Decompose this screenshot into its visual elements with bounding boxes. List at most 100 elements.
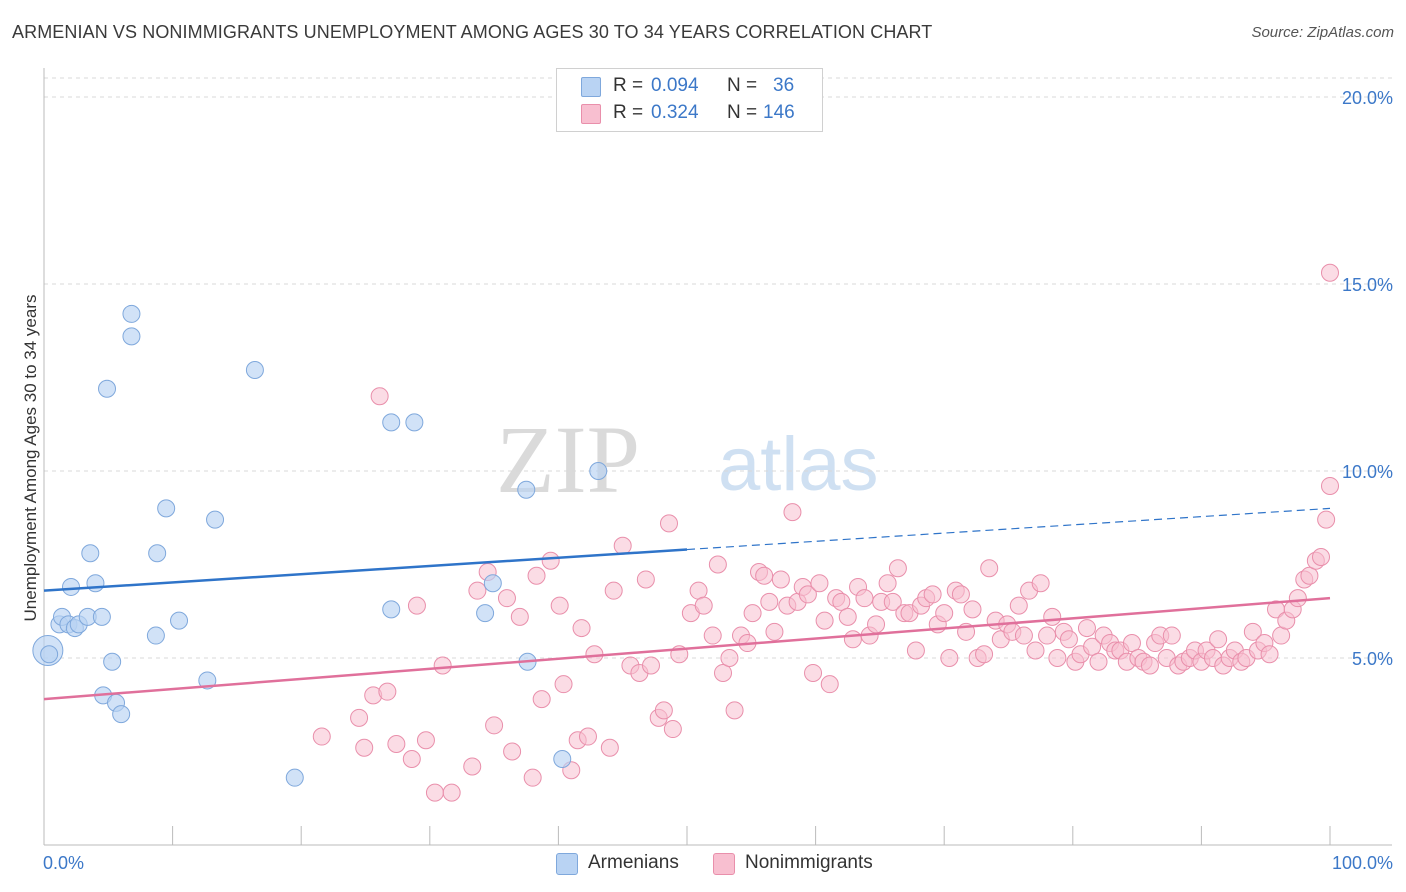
chart-title: ARMENIAN VS NONIMMIGRANTS UNEMPLOYMENT A…	[12, 22, 933, 42]
nonimmigrants-point	[798, 585, 817, 604]
nonimmigrants-point	[1089, 652, 1108, 671]
nonimmigrants-point	[527, 566, 546, 585]
armenians-point	[98, 379, 117, 398]
nonimmigrants-point	[497, 589, 516, 608]
y-tick-label: 5.0%	[1352, 649, 1393, 669]
trend-lines	[43, 507, 1331, 701]
nonimmigrants-point	[1260, 645, 1279, 664]
y-tick-label: 20.0%	[1342, 88, 1393, 108]
armenians-point	[245, 361, 264, 380]
nonimmigrants-point	[703, 626, 722, 645]
nonimmigrants-point	[1083, 637, 1102, 656]
watermark-atlas: atlas	[718, 422, 879, 507]
nonimmigrants-point	[689, 581, 708, 600]
nonimmigrants-point	[923, 585, 942, 604]
legend-r-value: 0.324	[651, 102, 699, 123]
nonimmigrants-point	[743, 604, 762, 623]
nonimmigrants-point	[1122, 634, 1141, 653]
nonimmigrants-point	[843, 630, 862, 649]
nonimmigrants-legend-swatch	[713, 853, 735, 875]
armenians-point	[103, 652, 122, 671]
nonimmigrants-point	[550, 596, 569, 615]
nonimmigrants-point	[407, 596, 426, 615]
nonimmigrants-point	[694, 596, 713, 615]
nonimmigrants-point	[1140, 656, 1159, 675]
armenians-legend-label: Armenians	[588, 852, 679, 873]
nonimmigrants-point	[755, 566, 774, 585]
nonimmigrants-point	[433, 656, 452, 675]
nonimmigrants-swatch	[581, 104, 601, 124]
armenians-point	[122, 327, 141, 346]
nonimmigrants-point	[1077, 619, 1096, 638]
nonimmigrants-point	[906, 641, 925, 660]
nonimmigrants-point	[355, 738, 374, 757]
armenians-point	[62, 577, 81, 596]
nonimmigrants-point	[720, 649, 739, 667]
nonimmigrants-point	[963, 600, 982, 619]
nonimmigrants-point	[416, 731, 435, 750]
armenians-point	[483, 574, 502, 593]
legend-n-value: 36	[773, 75, 795, 96]
nonimmigrants-point	[442, 783, 461, 802]
nonimmigrants-point	[1272, 626, 1291, 645]
nonimmigrants-point	[402, 749, 421, 768]
nonimmigrants-point	[613, 536, 632, 555]
armenians-trend-line	[43, 548, 688, 592]
legend-r-value: 0.094	[651, 75, 699, 96]
nonimmigrants-point	[1243, 622, 1262, 641]
armenians-point	[81, 544, 100, 563]
nonimmigrants-point	[725, 701, 744, 720]
nonimmigrants-point	[572, 619, 591, 638]
nonimmigrants-point	[855, 589, 874, 608]
armenians-point	[92, 607, 111, 626]
nonimmigrants-point	[714, 663, 733, 682]
nonimmigrants-point	[1043, 607, 1062, 626]
armenians-point	[170, 611, 189, 630]
nonimmigrants-point	[378, 682, 397, 701]
nonimmigrants-point	[883, 592, 902, 611]
nonimmigrants-point	[1009, 596, 1028, 615]
armenians-point	[157, 499, 176, 518]
nonimmigrants-point	[654, 701, 673, 720]
armenians-point	[285, 768, 304, 787]
y-tick-label: 15.0%	[1342, 275, 1393, 295]
x-tick-label: 0.0%	[43, 853, 84, 873]
nonimmigrants-point	[975, 645, 994, 664]
nonimmigrants-point	[503, 742, 522, 761]
nonimmigrants-point	[1014, 626, 1033, 645]
y-tick-label: 10.0%	[1342, 462, 1393, 482]
nonimmigrants-point	[708, 555, 727, 574]
legend-r-label: R =	[613, 102, 644, 123]
nonimmigrants-point	[485, 716, 504, 735]
nonimmigrants-point	[510, 607, 529, 626]
nonimmigrants-point	[980, 559, 999, 578]
nonimmigrants-point	[541, 551, 560, 570]
armenians-point	[589, 462, 608, 480]
nonimmigrants-point	[810, 574, 829, 593]
nonimmigrants-point	[604, 581, 623, 600]
nonimmigrants-point	[636, 570, 655, 589]
nonimmigrants-point	[1288, 589, 1307, 608]
nonimmigrants-point	[468, 581, 487, 600]
nonimmigrants-point	[771, 570, 790, 589]
nonimmigrants-point	[783, 503, 802, 522]
armenians-point	[40, 645, 59, 664]
x-tick-label: 100.0%	[1332, 853, 1393, 873]
watermark-zip: ZIP	[496, 406, 640, 513]
nonimmigrants-point	[425, 783, 444, 802]
nonimmigrants-point	[878, 574, 897, 593]
nonimmigrants-point	[312, 727, 331, 746]
armenians-point	[553, 749, 572, 768]
nonimmigrants-points	[312, 263, 1339, 802]
correlation-legend: R = 0.094 N = 36 R = 0.324 N = 146	[556, 68, 823, 132]
armenians-point	[476, 604, 495, 623]
armenians-points	[32, 304, 608, 787]
nonimmigrants-point	[387, 735, 406, 754]
nonimmigrants-point	[1311, 548, 1330, 567]
nonimmigrants-point	[935, 604, 954, 623]
armenians-point	[146, 626, 165, 645]
armenians-point	[86, 574, 105, 593]
nonimmigrants-point	[578, 727, 597, 746]
armenians-swatch	[581, 77, 601, 97]
nonimmigrants-point	[370, 387, 389, 406]
